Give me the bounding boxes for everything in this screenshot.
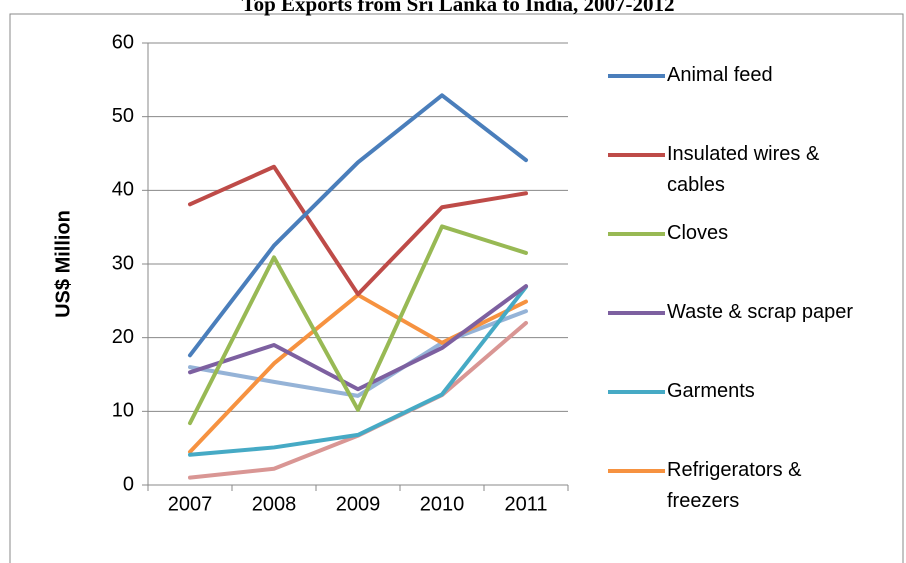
series-line [188,309,528,398]
x-tick-label: 2011 [504,493,547,515]
series-line [188,93,528,358]
legend-label: Insulated wires & cables [667,143,820,196]
series-line [188,292,528,454]
x-tick-label: 2010 [420,493,465,515]
chart-border [9,13,904,563]
legend-label: Cloves [667,222,729,244]
x-tick-label: 2008 [252,493,297,515]
y-tick-label: 40 [112,179,134,201]
series-line [188,284,528,457]
series-line [188,224,528,426]
y-tick-label: 60 [112,31,134,53]
y-tick-label: 50 [112,105,134,127]
chart-title: Top Exports from Sri Lanka to India, 200… [242,0,675,16]
legend-label: Garments [667,380,755,402]
x-tick-label: 2009 [336,493,381,515]
legend-label: Animal feed [667,64,773,86]
legend-label: Waste & scrap paper [667,301,854,323]
y-axis-title: US$ Million [52,210,74,318]
series-line [188,284,528,392]
y-tick-label: 30 [112,252,134,274]
y-tick-label: 10 [112,400,134,422]
x-tick-label: 2007 [168,493,213,515]
y-tick-label: 0 [123,473,134,495]
legend-label: Refrigerators & freezers [667,459,802,512]
series-line [188,164,528,297]
y-tick-label: 20 [112,326,134,348]
